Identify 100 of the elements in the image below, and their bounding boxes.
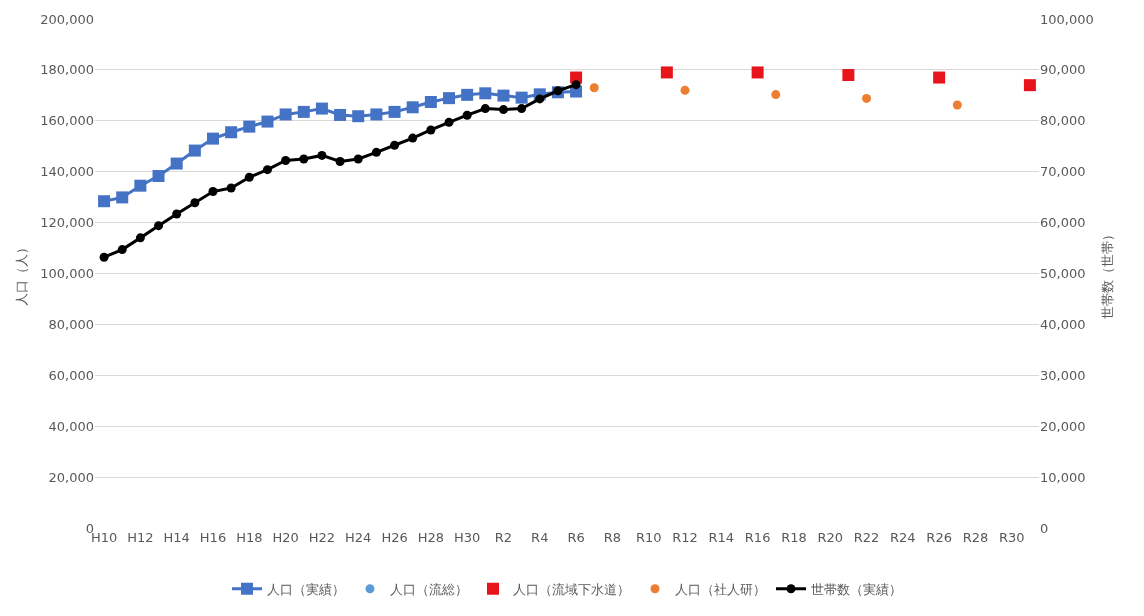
point (243, 120, 256, 133)
point (751, 66, 764, 79)
point (390, 140, 400, 150)
point (117, 245, 127, 255)
y-tick-label: 140,000 (40, 164, 94, 180)
point (680, 85, 690, 95)
point (462, 110, 472, 120)
point (299, 154, 309, 164)
point (261, 115, 274, 128)
y-tick-label: 180,000 (40, 62, 94, 78)
point (352, 110, 365, 123)
point (135, 233, 145, 243)
y-tick-label: 200,000 (40, 11, 94, 27)
point (535, 94, 545, 104)
y2-tick-label: 20,000 (1040, 418, 1086, 434)
legend-label: 人口（社人研） (675, 581, 766, 597)
point (515, 91, 528, 104)
x-tick-label: H22 (308, 530, 336, 545)
point (426, 125, 436, 135)
point (190, 198, 200, 208)
point (406, 101, 419, 114)
x-tick-label: R10 (635, 530, 662, 545)
point (226, 183, 236, 193)
point (408, 133, 418, 143)
point (244, 172, 254, 182)
x-tick-label: R6 (567, 530, 585, 545)
x-tick-label: H28 (417, 530, 445, 545)
point (353, 154, 363, 164)
x-tick-label: R8 (603, 530, 622, 545)
point (315, 102, 328, 115)
point (517, 104, 527, 114)
x-tick-label: R14 (708, 530, 735, 545)
legend-label: 人口（実績） (267, 581, 345, 597)
point (771, 90, 781, 100)
x-tick-label: H12 (127, 530, 154, 545)
point (297, 105, 310, 118)
x-tick-label: R12 (672, 530, 698, 545)
x-tick-label: H14 (163, 530, 190, 545)
x-tick-label: R18 (781, 530, 807, 545)
x-tick-label: R4 (531, 530, 549, 545)
x-tick-label: H20 (272, 530, 299, 545)
point (279, 108, 292, 121)
legend-label: 人口（流総） (390, 581, 468, 597)
x-tick-label: H26 (381, 530, 408, 545)
x-tick-label: R22 (853, 530, 880, 545)
y2-tick-label: 80,000 (1040, 113, 1086, 129)
point (933, 71, 946, 84)
point (424, 95, 437, 108)
point (370, 108, 383, 121)
point (207, 132, 219, 145)
y2-tick-label: 60,000 (1040, 215, 1086, 231)
point (335, 157, 345, 167)
point (99, 252, 109, 262)
y2-tick-label: 30,000 (1040, 367, 1086, 383)
point (371, 147, 381, 157)
point (461, 88, 474, 101)
point (952, 100, 962, 110)
point (98, 195, 111, 208)
point (388, 105, 401, 118)
point (188, 144, 201, 157)
point (444, 117, 454, 127)
point (281, 156, 291, 165)
point (660, 66, 673, 79)
x-tick-label: H24 (345, 530, 372, 545)
legend-label: 人口（流域下水道） (513, 581, 630, 597)
y-tick-label: 80,000 (48, 316, 94, 332)
point (571, 80, 581, 90)
y-tick-label: 120,000 (40, 215, 94, 231)
y-tick-label: 100,000 (40, 266, 94, 282)
x-tick-label: R26 (926, 530, 952, 545)
point (334, 108, 347, 121)
y-tick-label: 60,000 (48, 367, 94, 383)
point (134, 179, 147, 192)
point (589, 83, 599, 93)
y2-tick-label: 40,000 (1040, 316, 1086, 332)
x-tick-label: R24 (890, 530, 916, 545)
point (498, 105, 508, 115)
point (317, 150, 327, 160)
y2-tick-label: 0 (1040, 520, 1049, 536)
x-tick-label: H18 (236, 530, 263, 545)
y-tick-label: 40,000 (48, 418, 94, 434)
point (208, 187, 218, 197)
point (154, 221, 164, 231)
y2-tick-label: 10,000 (1040, 469, 1086, 485)
x-tick-label: R2 (494, 530, 513, 545)
y2-tick-label: 50,000 (1040, 266, 1086, 282)
point (480, 104, 490, 114)
point (479, 87, 492, 100)
legend-label: 世帯数（実績） (811, 581, 902, 597)
point (497, 89, 510, 102)
point (862, 93, 872, 103)
y2-tick-label: 90,000 (1040, 62, 1086, 78)
x-tick-label: R16 (744, 530, 771, 545)
x-tick-label: H16 (199, 530, 227, 545)
x-tick-label: R30 (998, 530, 1025, 545)
x-tick-label: H30 (453, 530, 481, 545)
x-tick-label: R28 (962, 530, 989, 545)
point (1023, 79, 1036, 92)
point (262, 165, 272, 175)
y2-tick-label: 70,000 (1040, 164, 1086, 180)
